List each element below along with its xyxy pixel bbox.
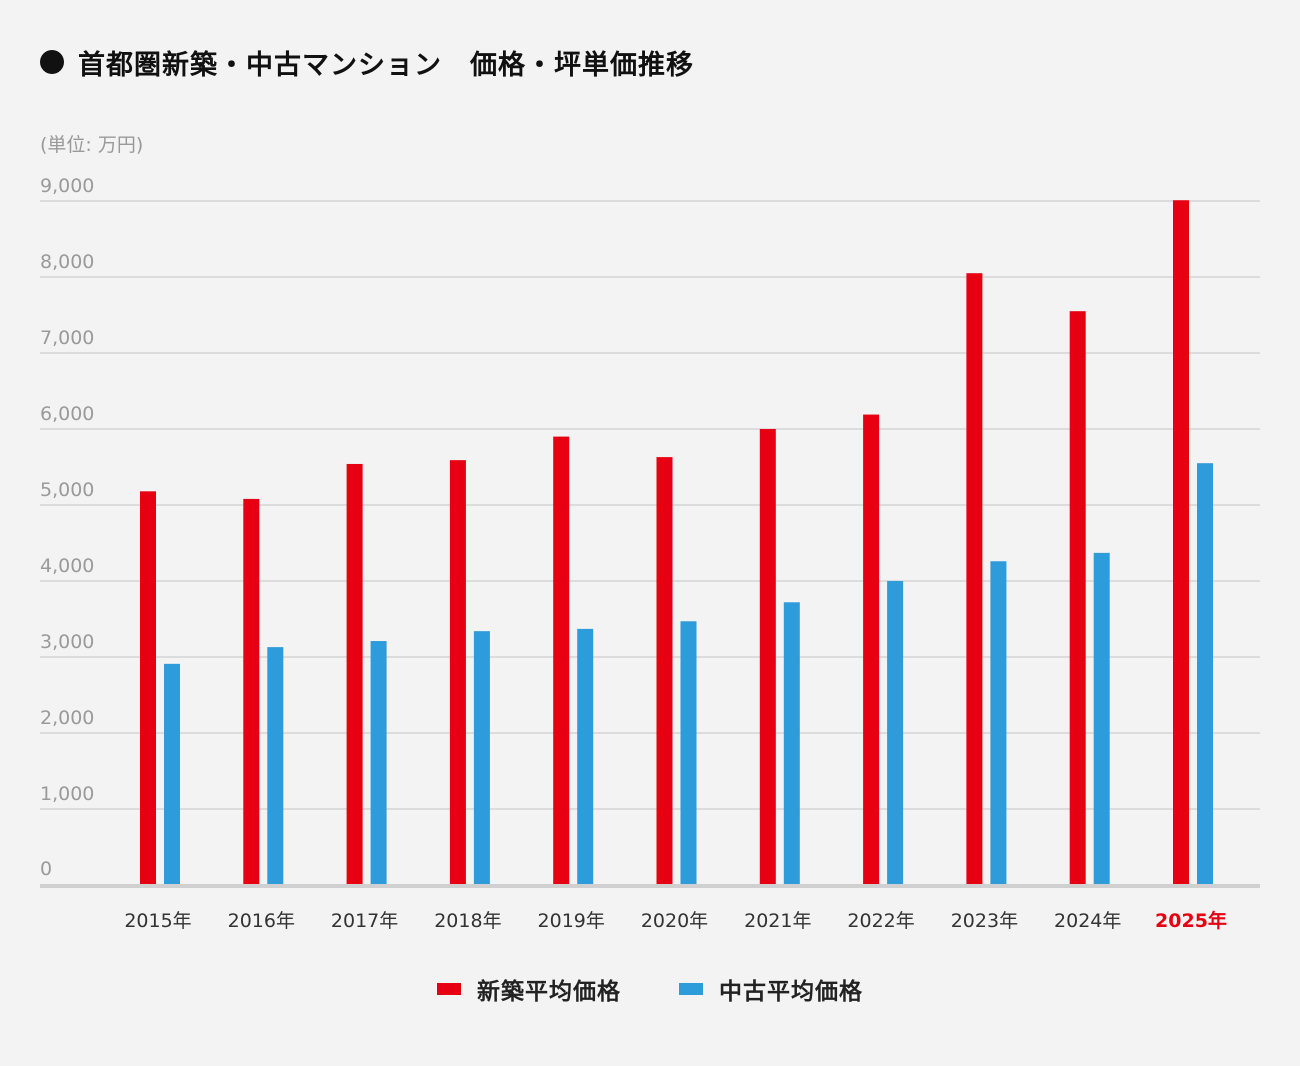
x-tick-label: 2020年	[641, 910, 708, 932]
bar-new	[553, 436, 570, 885]
bar-used	[473, 631, 490, 885]
bar-used	[267, 647, 284, 885]
x-tick-label: 2024年	[1054, 910, 1121, 932]
unit-label: (単位: 万円)	[40, 134, 144, 156]
y-tick-label: 4,000	[40, 555, 94, 577]
legend-swatch-used	[679, 983, 703, 995]
bar-new	[1173, 200, 1189, 886]
bar-used	[990, 561, 1007, 885]
bar-new	[1069, 311, 1086, 885]
bar-used	[887, 581, 904, 885]
bar-used	[783, 602, 800, 885]
y-tick-label: 2,000	[40, 707, 94, 729]
x-tick-label: 2021年	[744, 910, 811, 932]
chart-title-row: 首都圏新築・中古マンション 価格・坪単価推移	[40, 40, 694, 84]
x-tick-label: 2022年	[847, 910, 914, 932]
bar-used	[577, 628, 594, 885]
bar-new	[759, 429, 776, 885]
x-tick-label: 2023年	[951, 910, 1018, 932]
legend-item-used: 中古平均価格	[679, 972, 863, 1006]
bar-chart: 0 1,000 2,000 3,000 4,000 5,000 6,000 7,000 8,00…	[40, 175, 1260, 932]
x-tick-label: 2016年	[228, 910, 295, 932]
bar-new	[863, 414, 880, 885]
legend-label-used: 中古平均価格	[719, 979, 863, 1005]
bar-new	[140, 491, 156, 885]
bar-used	[370, 641, 387, 885]
legend: 新築平均価格 中古平均価格	[0, 972, 1300, 1006]
bar-new	[243, 498, 260, 885]
chart-title: 首都圏新築・中古マンション 価格・坪単価推移	[78, 49, 694, 81]
x-tick-label: 2015年	[124, 910, 191, 932]
bar-new	[966, 273, 983, 885]
bar-new	[656, 457, 673, 885]
x-tick-label: 2019年	[538, 910, 605, 932]
legend-swatch-new	[437, 983, 461, 995]
x-tick-label: 2025年	[1155, 909, 1227, 932]
legend-item-new: 新築平均価格	[437, 972, 621, 1006]
y-tick-label: 9,000	[40, 175, 94, 197]
x-tick-label: 2018年	[434, 910, 501, 932]
y-tick-label: 6,000	[40, 403, 94, 425]
bar-used	[1093, 552, 1110, 885]
y-tick-label: 3,000	[40, 631, 94, 653]
y-tick-label: 7,000	[40, 327, 94, 349]
bar-new	[346, 463, 363, 885]
bar-new	[449, 460, 466, 885]
y-tick-label: 5,000	[40, 479, 94, 501]
y-tick-label: 0	[40, 858, 52, 880]
bar-used	[1197, 463, 1213, 885]
legend-label-new: 新築平均価格	[477, 979, 621, 1005]
bar-used	[680, 621, 697, 885]
y-tick-label: 8,000	[40, 251, 94, 273]
bar-used	[164, 663, 180, 885]
bullet-icon	[40, 50, 64, 74]
y-tick-label: 1,000	[40, 783, 94, 805]
x-tick-label: 2017年	[331, 910, 398, 932]
